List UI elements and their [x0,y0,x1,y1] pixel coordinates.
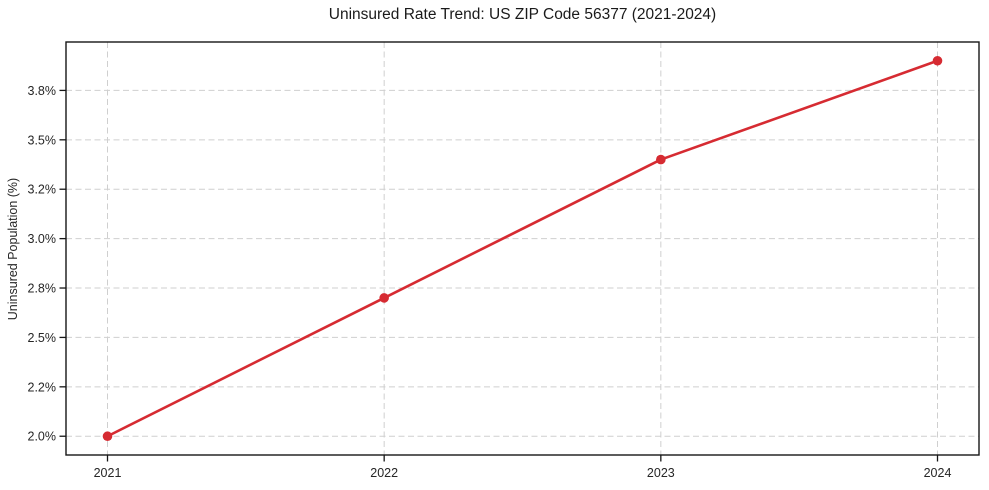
axis-frame [65,41,980,456]
y-tick-label: 2.5% [28,331,57,345]
y-tick-label: 3.5% [28,133,57,147]
y-tick-label: 3.2% [28,183,57,197]
y-tick-label: 3.8% [28,84,57,98]
y-tick-label: 3.0% [28,232,57,246]
data-point-marker [932,55,943,66]
y-tick-label: 2.2% [28,380,57,394]
y-tick-label: 2.0% [28,430,57,444]
trend-line [106,59,939,438]
data-point-marker [656,154,666,165]
data-point-marker [379,293,389,303]
x-tick-label: 2024 [924,466,952,480]
data-point-marker [102,431,113,442]
y-tick-label: 2.8% [28,282,57,296]
x-tick-label: 2023 [647,466,675,480]
x-tick-label: 2022 [370,466,398,480]
chart-title: Uninsured Rate Trend: US ZIP Code 56377 … [328,6,717,23]
x-tick-label: 2021 [94,466,122,480]
